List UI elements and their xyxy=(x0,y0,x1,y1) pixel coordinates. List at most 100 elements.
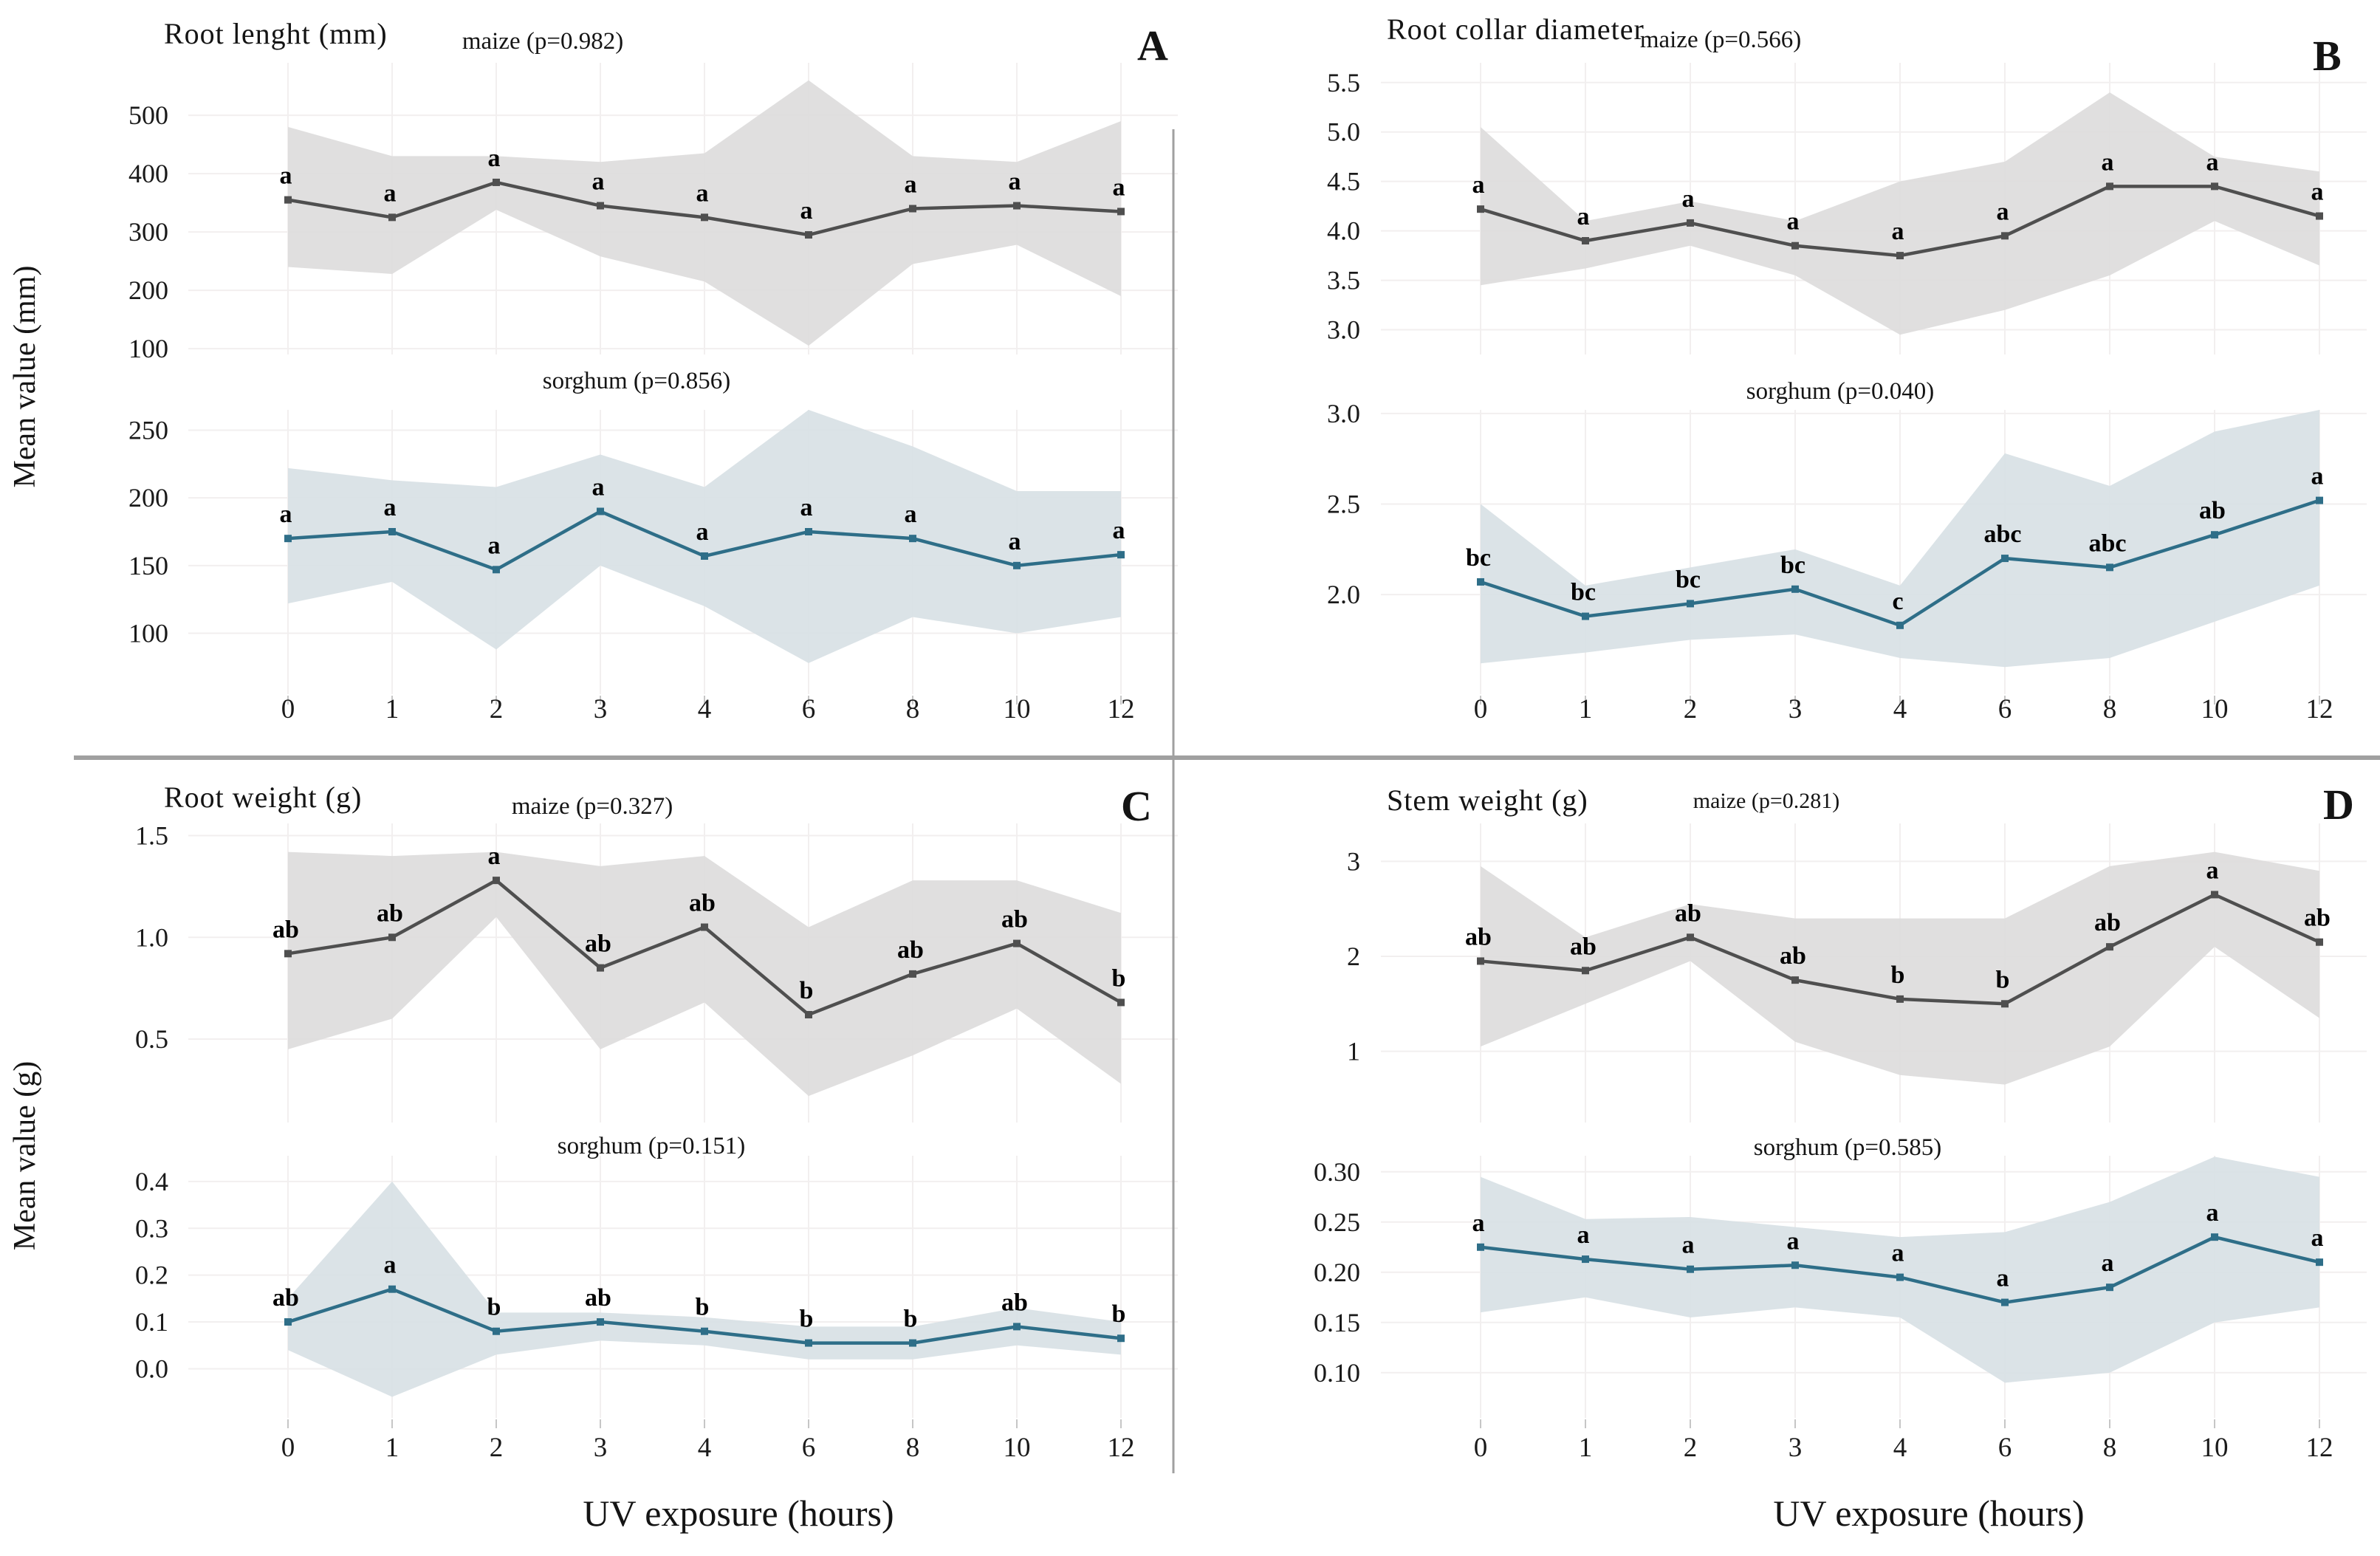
chart-text: ab xyxy=(1675,899,1701,927)
maize-point xyxy=(1896,252,1904,260)
maize-point xyxy=(2316,938,2323,946)
maize-point xyxy=(493,877,500,885)
panel-b-letter: B xyxy=(2313,32,2342,80)
chart-text: 12 xyxy=(2306,1433,2333,1463)
chart-text: 8 xyxy=(906,1433,920,1463)
sorghum-point xyxy=(388,528,396,535)
maize-point xyxy=(1791,241,1799,250)
chart-text: a xyxy=(2311,1224,2324,1252)
chart-text: 2.5 xyxy=(1327,490,1360,519)
chart-text: a xyxy=(384,1252,397,1279)
chart-text: a xyxy=(384,494,397,521)
maize-point xyxy=(909,970,916,978)
chart-text: a xyxy=(488,532,501,559)
chart-text: bc xyxy=(1676,566,1701,593)
chart-text: 0.10 xyxy=(1314,1358,1360,1388)
maize-point xyxy=(2001,232,2009,240)
sorghum-point xyxy=(805,528,812,535)
chart-text: 6 xyxy=(802,694,816,724)
chart-text: 12 xyxy=(1108,694,1135,724)
chart-text: a xyxy=(1997,198,2009,225)
chart-text: a xyxy=(1472,1210,1485,1237)
chart-text: 0.4 xyxy=(135,1167,168,1196)
panel-d-maize-label: maize (p=0.281) xyxy=(1693,789,1840,813)
chart-text: 2 xyxy=(490,694,504,724)
maize-point xyxy=(1582,237,1589,245)
sorghum-point xyxy=(701,552,708,560)
maize-point xyxy=(284,196,292,204)
panel-c-maize-label: maize (p=0.327) xyxy=(511,793,673,820)
chart-text: 4 xyxy=(1893,694,1907,724)
chart-text: a xyxy=(280,501,292,528)
chart-text: c xyxy=(1892,588,1903,615)
panel-a-title: Root lenght (mm) xyxy=(164,17,388,50)
chart-text: 8 xyxy=(906,694,920,724)
maize-point xyxy=(1896,995,1904,1003)
chart-text: 2 xyxy=(1347,942,1360,971)
chart-text: 100 xyxy=(128,334,168,363)
chart-text: a xyxy=(1682,185,1695,213)
maize-band xyxy=(288,80,1121,346)
chart-text: a xyxy=(1997,1265,2009,1292)
sorghum-point xyxy=(2001,555,2009,563)
sorghum-point xyxy=(701,1327,708,1335)
chart-text: 0 xyxy=(1474,694,1488,724)
chart-text: 4 xyxy=(698,694,712,724)
x-axis-label-left: UV exposure (hours) xyxy=(583,1492,894,1534)
maize-band xyxy=(1481,92,2319,335)
chart-text: 4 xyxy=(698,1433,712,1463)
chart-text: ab xyxy=(2199,497,2226,524)
chart-text: a xyxy=(696,179,709,207)
maize-point xyxy=(1477,205,1484,213)
chart-text: ab xyxy=(2304,905,2331,932)
maize-point xyxy=(701,213,708,222)
chart-text: 500 xyxy=(128,100,168,130)
maize-point xyxy=(1013,202,1021,210)
chart-text: 0 xyxy=(281,694,295,724)
maize-point xyxy=(1791,976,1799,984)
chart-text: 3.0 xyxy=(1327,399,1360,428)
chart-text: abc xyxy=(1984,521,2022,548)
chart-text: 1 xyxy=(1347,1037,1360,1066)
chart-text: a xyxy=(800,494,813,521)
chart-text: ab xyxy=(1465,923,1492,950)
chart-text: 6 xyxy=(1998,1433,2012,1463)
sorghum-point xyxy=(1791,1261,1799,1269)
maize-point xyxy=(1687,933,1694,942)
panel-d-sorghum-label: sorghum (p=0.585) xyxy=(1753,1134,1942,1161)
chart-text: a xyxy=(592,474,605,501)
chart-text: a xyxy=(905,501,917,528)
chart-text: ab xyxy=(585,1284,611,1312)
panel-a-sorghum-label: sorghum (p=0.856) xyxy=(542,368,731,394)
panel-b-maize-label: maize (p=0.566) xyxy=(1639,27,1802,53)
sorghum-point xyxy=(493,1327,500,1335)
chart-text: 3 xyxy=(594,694,608,724)
sorghum-point xyxy=(284,1318,292,1326)
chart-text: 4 xyxy=(1893,1433,1907,1463)
chart-text: 250 xyxy=(128,416,168,445)
sorghum-point xyxy=(909,535,916,543)
chart-text: ab xyxy=(272,1284,299,1312)
chart-text: 1 xyxy=(385,1433,399,1463)
chart-text: 2 xyxy=(1684,1433,1698,1463)
sorghum-point xyxy=(2316,496,2323,504)
chart-text: 12 xyxy=(2306,694,2333,724)
chart-text: 8 xyxy=(2103,1433,2117,1463)
chart-text: 0.25 xyxy=(1314,1207,1360,1237)
chart-text: a xyxy=(696,518,709,546)
sorghum-point xyxy=(1582,612,1589,620)
chart-text: 10 xyxy=(1004,1433,1031,1463)
chart-text: a xyxy=(2206,857,2219,884)
maize-point xyxy=(388,213,396,222)
y-axis-label-bottom: Mean value (g) xyxy=(8,1060,42,1251)
maize-point xyxy=(701,923,708,931)
chart-text: 10 xyxy=(2201,1433,2229,1463)
chart-text: a xyxy=(800,197,813,225)
chart-text: a xyxy=(1787,208,1800,236)
chart-text: a xyxy=(384,179,397,207)
chart-text: abc xyxy=(2089,529,2127,557)
chart-text: a xyxy=(905,171,917,199)
sorghum-point xyxy=(1896,621,1904,629)
chart-text: a xyxy=(488,843,501,870)
maize-point xyxy=(1117,998,1125,1007)
